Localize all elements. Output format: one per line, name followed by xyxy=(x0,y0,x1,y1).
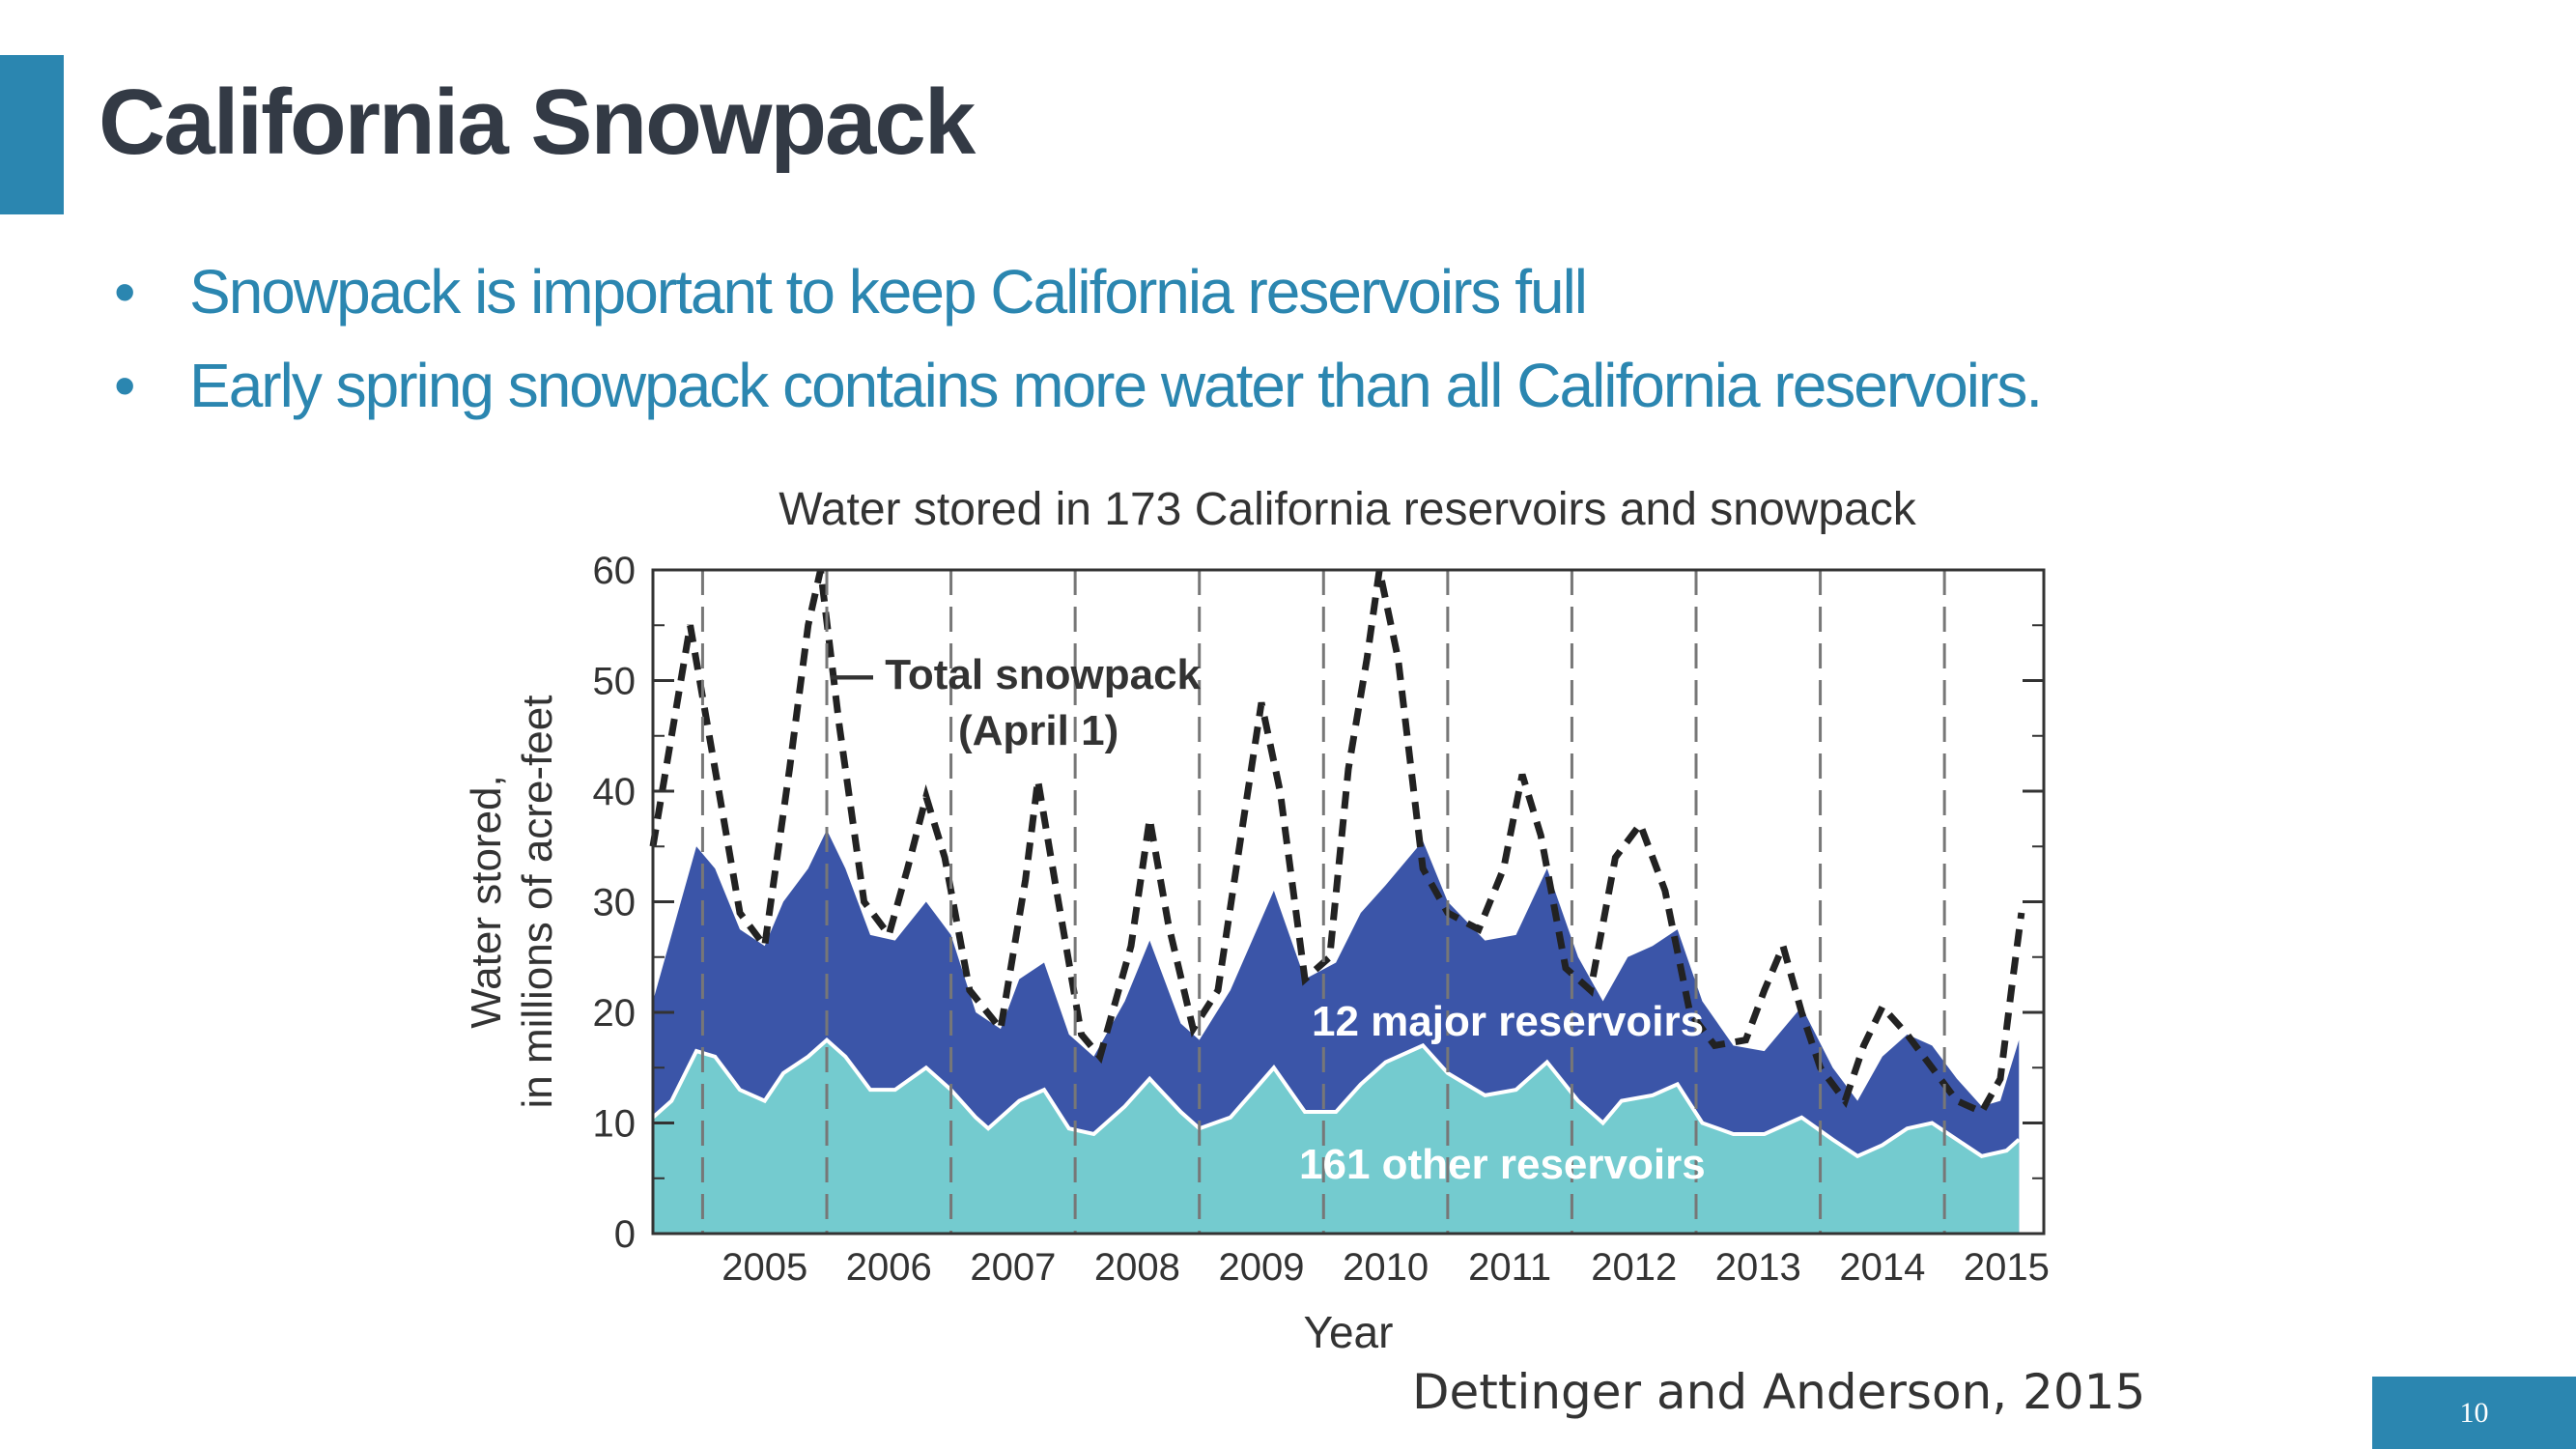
bullet-item-2: • Early spring snowpack contains more wat… xyxy=(114,350,2043,421)
reservoir-snowpack-chart: Water stored in 173 California reservoir… xyxy=(463,484,2050,1357)
y-tick-label: 40 xyxy=(593,771,637,813)
snowpack-sublabel: (April 1) xyxy=(958,707,1118,754)
major-reservoirs-label: 12 major reservoirs xyxy=(1312,998,1704,1045)
x-tick-label: 2009 xyxy=(1219,1246,1305,1289)
x-tick-label: 2012 xyxy=(1591,1246,1677,1289)
page-number-box: 10 xyxy=(2372,1377,2576,1449)
chart-title: Water stored in 173 California reservoir… xyxy=(778,484,1916,535)
x-tick-label: 2005 xyxy=(722,1246,807,1289)
chart-labels: Water stored, in millions of acre-feet Y… xyxy=(463,651,1706,1357)
y-tick-label: 60 xyxy=(593,550,637,592)
x-tick-label: 2006 xyxy=(846,1246,932,1289)
bullet-item-1: • Snowpack is important to keep Californi… xyxy=(114,256,1588,327)
y-axis-label-line-2: in millions of acre-feet xyxy=(514,696,561,1109)
y-tick-label: 30 xyxy=(593,882,637,924)
y-tick-label: 0 xyxy=(614,1213,636,1256)
plot-area xyxy=(649,569,2025,1234)
slide-title: California Snowpack xyxy=(99,71,976,174)
x-tick-label: 2011 xyxy=(1468,1246,1551,1289)
bullet-text: Snowpack is important to keep California… xyxy=(189,257,1588,327)
bullet-symbol: • xyxy=(114,351,135,420)
y-axis-label-line-1: Water stored, xyxy=(463,775,510,1028)
x-tick-label: 2013 xyxy=(1715,1246,1801,1289)
other-reservoirs-label: 161 other reservoirs xyxy=(1299,1141,1706,1188)
x-tick-label: 2007 xyxy=(970,1246,1056,1289)
x-tick-label: 2015 xyxy=(1964,1246,2050,1289)
bullet-text: Early spring snowpack contains more wate… xyxy=(189,351,2043,420)
y-tick-label: 20 xyxy=(593,992,637,1035)
y-tick-label: 50 xyxy=(593,661,637,703)
x-tick-label: 2010 xyxy=(1343,1246,1429,1289)
y-tick-label: 10 xyxy=(593,1103,637,1146)
other-reservoirs-boundary xyxy=(651,1037,2021,1159)
bullet-symbol: • xyxy=(114,257,135,327)
axes: 2005 2006 2007 2008 2009 2010 2011 2012 2013 2014… xyxy=(593,550,2050,1289)
other-reservoirs-area xyxy=(653,1039,2020,1234)
x-axis-label: Year xyxy=(1304,1307,1394,1357)
page-number: 10 xyxy=(2459,1396,2489,1429)
citation: Dettinger and Anderson, 2015 xyxy=(1412,1364,2146,1420)
x-tick-label: 2014 xyxy=(1839,1246,1925,1289)
title-accent-bar xyxy=(0,55,64,214)
x-tick-label: 2008 xyxy=(1094,1246,1180,1289)
snowpack-line xyxy=(649,569,2025,1117)
snowpack-label: — Total snowpack xyxy=(831,651,1202,698)
